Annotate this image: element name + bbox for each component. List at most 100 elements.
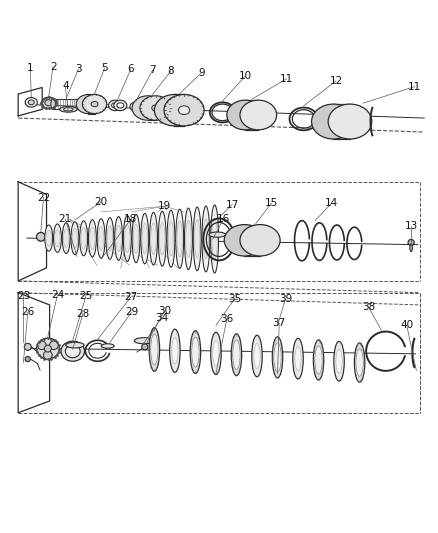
Ellipse shape xyxy=(51,99,55,109)
Ellipse shape xyxy=(61,341,85,361)
Text: 35: 35 xyxy=(228,294,241,304)
Ellipse shape xyxy=(272,337,283,378)
Ellipse shape xyxy=(66,342,84,348)
Ellipse shape xyxy=(354,343,365,382)
Text: 10: 10 xyxy=(239,71,252,81)
Ellipse shape xyxy=(72,229,78,248)
Text: 22: 22 xyxy=(37,192,50,203)
Ellipse shape xyxy=(211,332,221,375)
Ellipse shape xyxy=(140,96,171,120)
Text: 14: 14 xyxy=(325,198,338,208)
Ellipse shape xyxy=(107,226,113,251)
Ellipse shape xyxy=(167,210,175,268)
Text: 39: 39 xyxy=(279,294,292,304)
Ellipse shape xyxy=(151,223,156,254)
Ellipse shape xyxy=(116,225,121,252)
Ellipse shape xyxy=(336,349,342,373)
Ellipse shape xyxy=(168,222,174,256)
Ellipse shape xyxy=(410,244,413,252)
Text: 20: 20 xyxy=(95,197,108,207)
Ellipse shape xyxy=(192,337,199,367)
Ellipse shape xyxy=(212,219,217,260)
Ellipse shape xyxy=(71,222,79,255)
Text: 26: 26 xyxy=(21,308,35,317)
Ellipse shape xyxy=(133,104,139,109)
Text: 21: 21 xyxy=(59,214,72,224)
Ellipse shape xyxy=(142,223,148,254)
Ellipse shape xyxy=(82,94,107,114)
Text: 16: 16 xyxy=(217,214,230,224)
Ellipse shape xyxy=(152,105,159,111)
Ellipse shape xyxy=(101,344,114,348)
Ellipse shape xyxy=(159,222,165,255)
Text: 30: 30 xyxy=(158,306,171,317)
Ellipse shape xyxy=(158,211,166,266)
Ellipse shape xyxy=(254,344,260,368)
Text: 2: 2 xyxy=(50,61,57,71)
Ellipse shape xyxy=(274,343,281,372)
Ellipse shape xyxy=(76,94,101,114)
Ellipse shape xyxy=(28,100,34,105)
Circle shape xyxy=(25,357,30,362)
Ellipse shape xyxy=(65,345,80,358)
Text: 17: 17 xyxy=(226,199,239,209)
Text: 38: 38 xyxy=(362,302,375,312)
Ellipse shape xyxy=(209,232,226,237)
Circle shape xyxy=(44,345,51,352)
Ellipse shape xyxy=(36,338,59,359)
Ellipse shape xyxy=(313,340,324,380)
Text: 12: 12 xyxy=(329,76,343,86)
Circle shape xyxy=(36,232,45,241)
Ellipse shape xyxy=(41,97,56,108)
Text: 11: 11 xyxy=(408,82,421,92)
Ellipse shape xyxy=(79,99,84,109)
Text: 13: 13 xyxy=(404,221,418,231)
Ellipse shape xyxy=(124,215,131,262)
Text: 23: 23 xyxy=(17,291,30,301)
Ellipse shape xyxy=(115,216,123,261)
Ellipse shape xyxy=(106,217,114,259)
Ellipse shape xyxy=(112,103,119,108)
Ellipse shape xyxy=(25,98,37,107)
Text: 40: 40 xyxy=(400,320,413,330)
Ellipse shape xyxy=(177,221,183,256)
Text: 15: 15 xyxy=(265,198,278,208)
Text: 36: 36 xyxy=(220,314,233,324)
Ellipse shape xyxy=(91,101,98,107)
Ellipse shape xyxy=(88,220,96,257)
Ellipse shape xyxy=(193,207,201,271)
Ellipse shape xyxy=(130,102,142,111)
Circle shape xyxy=(142,344,148,350)
Text: 4: 4 xyxy=(62,81,69,91)
Ellipse shape xyxy=(178,106,190,115)
Ellipse shape xyxy=(154,94,194,126)
Text: 37: 37 xyxy=(272,318,286,328)
Ellipse shape xyxy=(62,223,70,254)
Ellipse shape xyxy=(211,205,219,273)
Circle shape xyxy=(24,343,31,350)
Ellipse shape xyxy=(81,228,86,249)
Ellipse shape xyxy=(124,225,130,252)
Text: 1: 1 xyxy=(27,63,34,73)
Ellipse shape xyxy=(141,213,149,264)
Ellipse shape xyxy=(176,209,184,269)
Ellipse shape xyxy=(240,224,280,256)
Ellipse shape xyxy=(170,329,180,373)
Text: 28: 28 xyxy=(76,309,89,319)
Ellipse shape xyxy=(97,219,105,258)
Text: 27: 27 xyxy=(124,292,138,302)
Text: 5: 5 xyxy=(101,63,108,73)
Text: 24: 24 xyxy=(51,290,64,300)
Text: 19: 19 xyxy=(158,201,171,211)
Ellipse shape xyxy=(293,338,303,379)
Text: 11: 11 xyxy=(280,74,293,84)
Ellipse shape xyxy=(356,349,363,376)
Circle shape xyxy=(43,351,52,359)
Ellipse shape xyxy=(132,214,140,263)
Ellipse shape xyxy=(134,338,153,344)
Circle shape xyxy=(49,341,58,350)
Text: 29: 29 xyxy=(125,307,138,317)
Ellipse shape xyxy=(80,221,88,256)
Text: 8: 8 xyxy=(168,66,174,76)
Ellipse shape xyxy=(334,341,344,381)
